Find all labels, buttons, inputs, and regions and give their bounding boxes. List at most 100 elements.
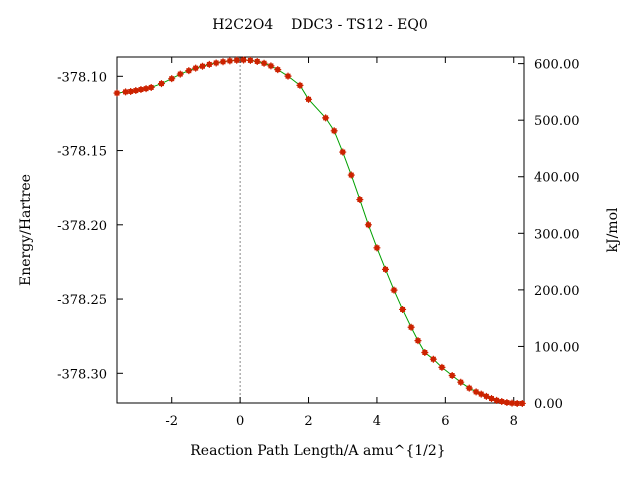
data-point-cross — [284, 72, 292, 80]
data-point-cross — [233, 56, 241, 64]
data-point-cross — [260, 59, 268, 67]
data-point — [339, 148, 347, 156]
data-point — [305, 95, 313, 103]
data-point — [274, 66, 282, 74]
x-tick-label: 0 — [236, 414, 244, 429]
y-tick-label: -378.15 — [57, 145, 107, 160]
y-tick-label: -378.20 — [57, 219, 107, 234]
data-point-cross — [127, 87, 135, 95]
data-point — [472, 388, 480, 396]
data-point-cross — [518, 399, 526, 407]
y2-tick-label: 0.00 — [534, 397, 563, 412]
data-point-cross — [212, 59, 220, 67]
data-point-cross — [274, 66, 282, 74]
data-point — [113, 89, 121, 97]
data-point-cross — [498, 398, 506, 406]
data-point — [482, 392, 490, 400]
data-point — [267, 62, 275, 70]
data-point — [356, 196, 364, 204]
y-axis-label: Energy/Hartree — [18, 174, 34, 286]
data-point-cross — [176, 70, 184, 78]
data-point — [127, 87, 135, 95]
data-point-cross — [364, 221, 372, 229]
data-point-cross — [147, 83, 155, 91]
data-point — [226, 57, 234, 65]
x-tick-label: 2 — [304, 414, 312, 429]
data-point-cross — [465, 384, 473, 392]
y-tick-label: -378.25 — [57, 293, 107, 308]
x-axis-label: Reaction Path Length/A amu^{1/2} — [190, 443, 445, 459]
y2-tick-label: 400.00 — [534, 171, 580, 186]
data-point — [192, 64, 200, 72]
data-point-cross — [330, 127, 338, 135]
data-point-cross — [192, 64, 200, 72]
data-point-cross — [493, 396, 501, 404]
data-point — [253, 57, 261, 65]
data-point-cross — [322, 114, 330, 122]
data-point — [212, 59, 220, 67]
data-point — [233, 56, 241, 64]
axis-ticks: -2 0 2 4 6 8 -378.10 -378.15 -378.20 -378.25 -378.… — [57, 57, 580, 429]
data-point — [381, 265, 389, 273]
data-point — [176, 70, 184, 78]
data-point-cross — [137, 86, 145, 94]
data-point-cross — [132, 87, 140, 95]
data-point — [137, 86, 145, 94]
x-tick-label: 6 — [441, 414, 449, 429]
data-point — [399, 305, 407, 313]
data-point-cross — [482, 392, 490, 400]
data-point — [465, 384, 473, 392]
data-point-cross — [407, 323, 415, 331]
y2-tick-label: 100.00 — [534, 340, 580, 355]
x-tick-label: 4 — [373, 414, 381, 429]
data-point — [407, 323, 415, 331]
data-point-cross — [438, 363, 446, 371]
data-point — [199, 62, 206, 70]
data-point — [142, 85, 150, 93]
data-point-cross — [219, 58, 227, 66]
data-point-cross — [226, 57, 234, 65]
data-point-cross — [246, 56, 254, 64]
data-point-cross — [356, 196, 364, 204]
data-point-cross — [390, 286, 398, 294]
data-point-cross — [305, 95, 313, 103]
data-point-cross — [267, 62, 275, 70]
data-point — [364, 221, 372, 229]
data-point — [219, 58, 227, 66]
data-point — [503, 399, 511, 407]
y-tick-label: -378.10 — [57, 70, 107, 85]
data-point-cross — [347, 171, 355, 179]
y-tick-label: -378.30 — [57, 367, 107, 382]
series-layer — [113, 56, 526, 407]
data-point — [347, 171, 355, 179]
data-point-cross — [157, 80, 165, 88]
data-point-cross — [113, 89, 121, 97]
data-point — [498, 398, 506, 406]
data-point — [132, 87, 140, 95]
data-point — [488, 395, 496, 403]
y2-tick-label: 500.00 — [534, 114, 580, 129]
data-point-cross — [503, 399, 511, 407]
data-point-cross — [339, 148, 347, 156]
data-point — [493, 396, 501, 404]
data-point — [260, 59, 268, 67]
x-tick-label: 8 — [510, 414, 518, 429]
chart-title: H2C2O4 DDC3 - TS12 - EQ0 — [212, 17, 428, 33]
data-point — [322, 114, 330, 122]
data-point-cross — [142, 85, 150, 93]
data-point-cross — [399, 305, 407, 313]
y2-tick-label: 300.00 — [534, 227, 580, 242]
data-point — [448, 372, 456, 380]
data-point — [147, 83, 155, 91]
y2-tick-label: 200.00 — [534, 284, 580, 299]
x-tick-label: -2 — [165, 414, 178, 429]
data-point-cross — [168, 75, 176, 83]
data-point — [390, 286, 398, 294]
y2-axis-label: kJ/mol — [605, 207, 621, 253]
data-point-cross — [429, 355, 437, 363]
data-point — [284, 72, 292, 80]
data-point-cross — [381, 265, 389, 273]
data-point — [240, 56, 248, 64]
